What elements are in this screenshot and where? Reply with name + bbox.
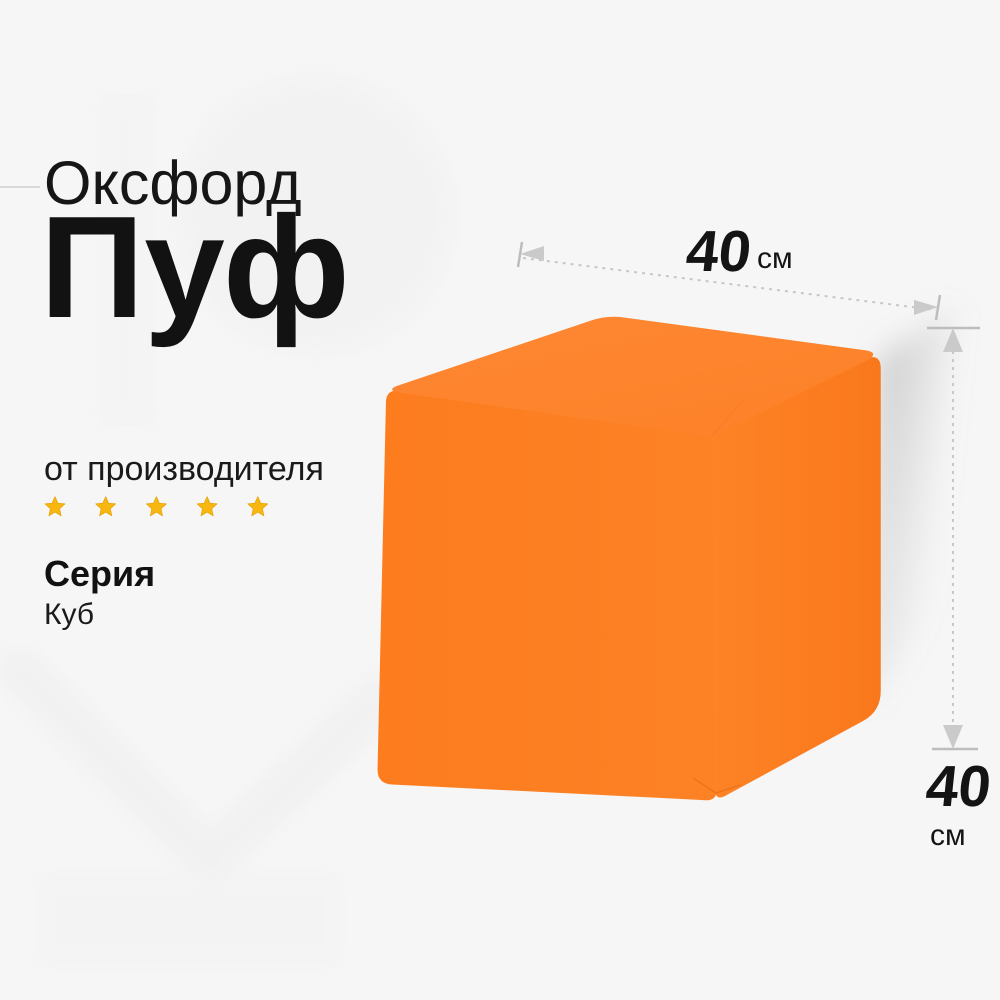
svg-text:см: см: [930, 819, 966, 852]
svg-text:40: 40: [923, 754, 994, 819]
svg-text:см: см: [757, 242, 793, 275]
svg-text:40: 40: [683, 219, 754, 284]
